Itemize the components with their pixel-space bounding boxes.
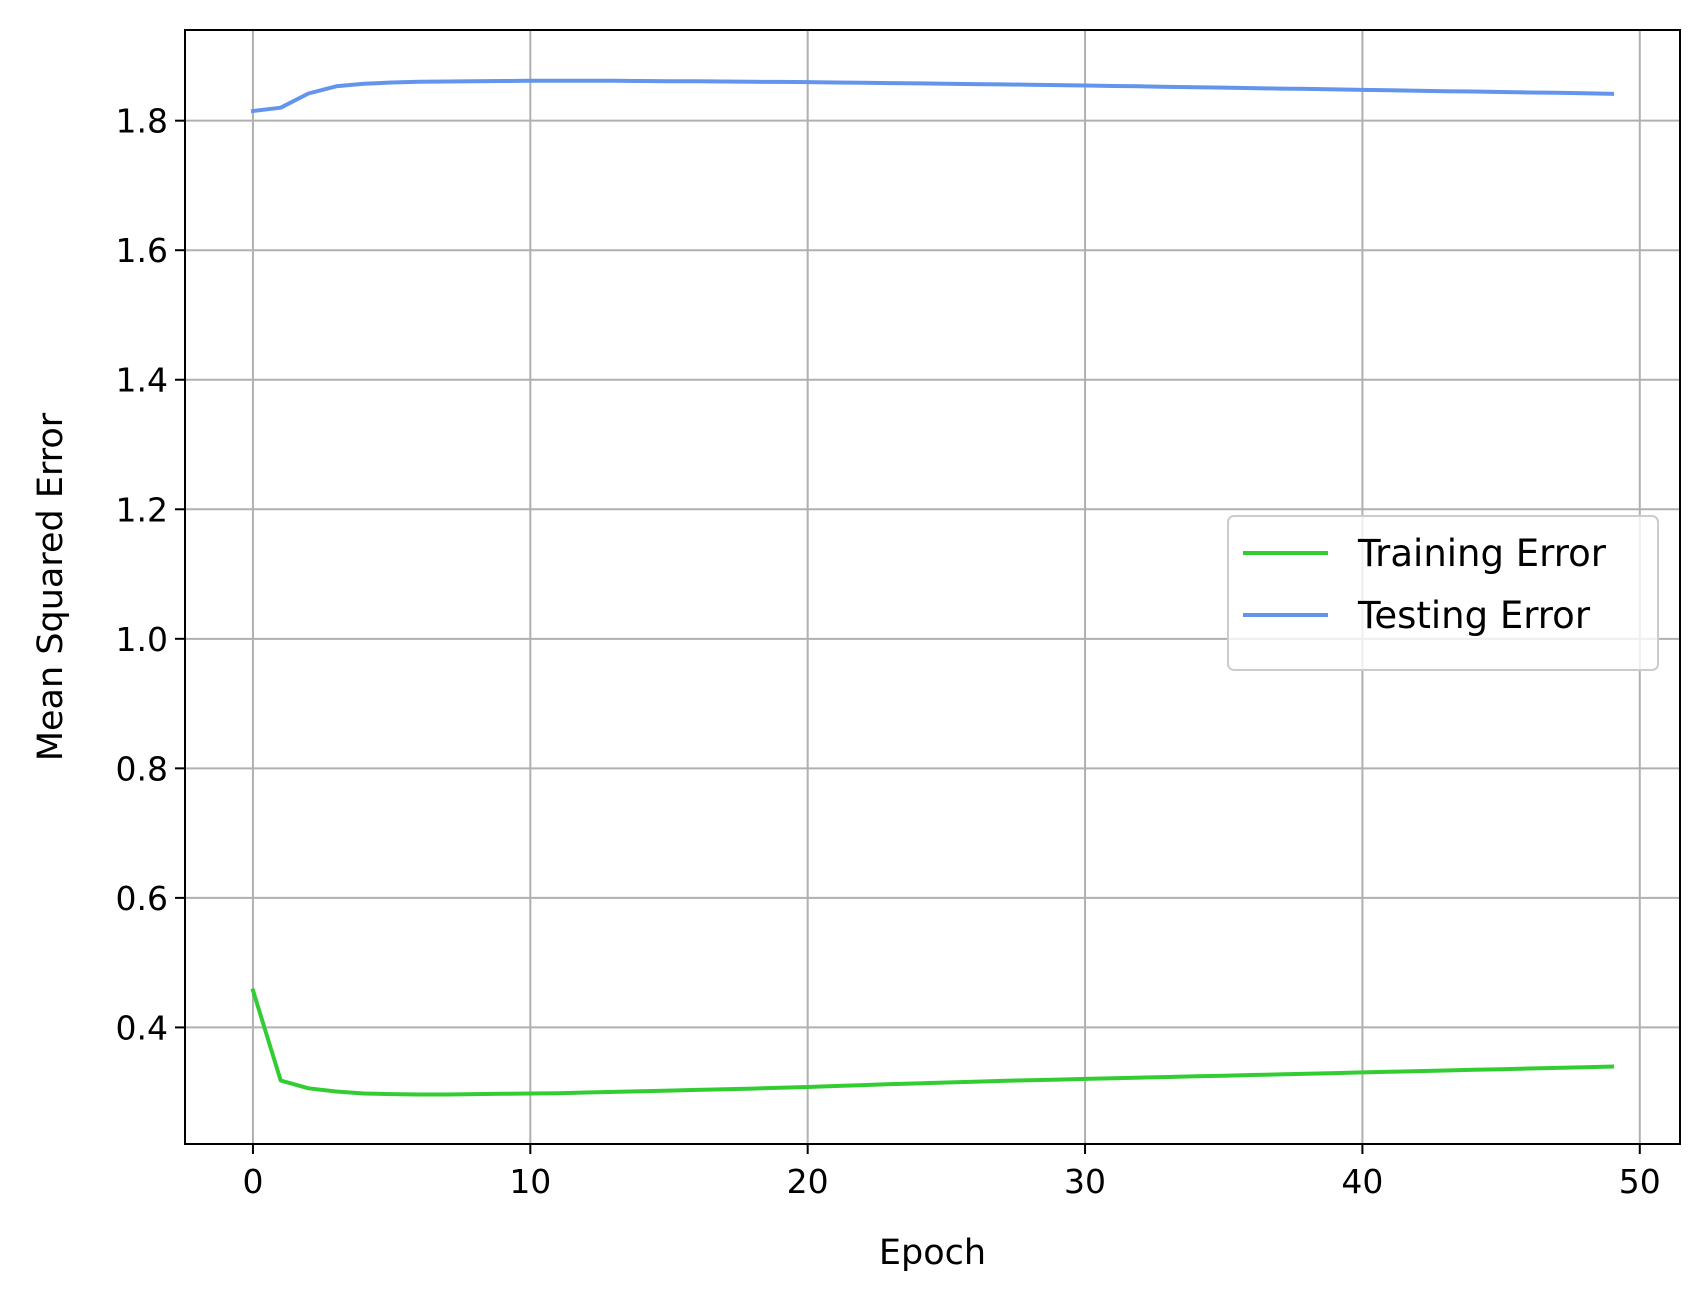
- y-tick-label: 0.8: [116, 749, 168, 788]
- x-tick-label: 40: [1341, 1162, 1383, 1201]
- x-tick-label: 20: [787, 1162, 829, 1201]
- y-tick-label: 0.6: [116, 879, 168, 918]
- series-lines: [250, 78, 1615, 1097]
- y-tick-label: 1.0: [116, 620, 168, 659]
- training-error-legend-label: Training Error: [1357, 532, 1607, 575]
- y-tick-label: 0.4: [116, 1008, 168, 1047]
- legend: Training Error Testing Error: [1227, 515, 1659, 671]
- y-axis-label: Mean Squared Error: [31, 412, 71, 761]
- y-tick-label: 1.8: [116, 102, 168, 141]
- testing-error-legend-label: Testing Error: [1357, 594, 1591, 637]
- x-tick-label: 30: [1064, 1162, 1106, 1201]
- testing-error-line: [250, 78, 1615, 114]
- legend-box: [1227, 515, 1659, 671]
- x-tick-label: 50: [1619, 1162, 1661, 1201]
- x-tick-label: 0: [242, 1162, 263, 1201]
- x-axis-label: Epoch: [879, 1233, 986, 1273]
- y-tick-label: 1.4: [116, 361, 168, 400]
- plot-frame: [184, 29, 1681, 1145]
- y-tick-label: 1.6: [116, 231, 168, 270]
- ticks: 0 10 20 30 40 50 0.4 0.6 0.8 1.0 1.2 1.4 1.6 1.8: [116, 102, 1661, 1201]
- y-tick-label: 1.2: [116, 490, 168, 529]
- x-tick-label: 10: [509, 1162, 551, 1201]
- training-error-line: [250, 988, 1615, 1097]
